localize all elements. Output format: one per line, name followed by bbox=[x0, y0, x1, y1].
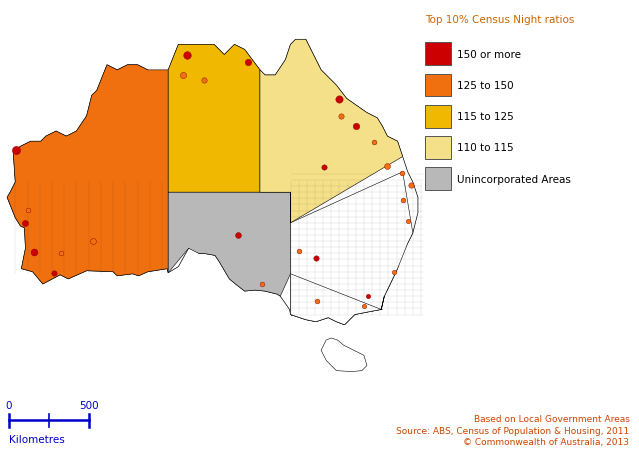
Point bbox=[336, 113, 346, 120]
Polygon shape bbox=[7, 66, 168, 284]
Point bbox=[397, 170, 407, 177]
FancyBboxPatch shape bbox=[425, 43, 450, 66]
Polygon shape bbox=[291, 274, 384, 325]
Point bbox=[403, 218, 413, 225]
Point bbox=[88, 238, 98, 245]
Text: Kilometres: Kilometres bbox=[9, 434, 65, 444]
Point bbox=[351, 123, 361, 130]
Point bbox=[312, 298, 322, 305]
Point bbox=[29, 249, 39, 257]
Point bbox=[178, 72, 189, 79]
Point bbox=[363, 293, 373, 300]
Point bbox=[369, 139, 379, 147]
Text: 110 to 115: 110 to 115 bbox=[457, 143, 514, 153]
Point bbox=[257, 281, 267, 288]
Point bbox=[358, 303, 369, 310]
Point bbox=[397, 197, 408, 204]
Text: 500: 500 bbox=[80, 400, 99, 410]
Point bbox=[199, 77, 209, 84]
Text: 150 or more: 150 or more bbox=[457, 50, 521, 60]
Polygon shape bbox=[168, 193, 291, 296]
Point bbox=[233, 232, 243, 239]
Point bbox=[319, 164, 329, 171]
Point bbox=[406, 182, 416, 189]
FancyBboxPatch shape bbox=[425, 106, 450, 128]
Point bbox=[12, 147, 22, 155]
Point bbox=[382, 163, 392, 170]
Polygon shape bbox=[260, 40, 403, 223]
Text: 125 to 150: 125 to 150 bbox=[457, 81, 514, 91]
Point bbox=[311, 255, 321, 262]
Point bbox=[20, 220, 31, 227]
FancyBboxPatch shape bbox=[425, 137, 450, 159]
FancyBboxPatch shape bbox=[425, 168, 450, 190]
Polygon shape bbox=[7, 40, 418, 325]
Text: 115 to 125: 115 to 125 bbox=[457, 112, 514, 122]
Point bbox=[293, 248, 304, 255]
Point bbox=[334, 97, 344, 104]
Point bbox=[389, 268, 399, 276]
Text: Based on Local Government Areas
Source: ABS, Census of Population & Housing, 201: Based on Local Government Areas Source: … bbox=[396, 414, 629, 446]
Point bbox=[243, 59, 253, 66]
Polygon shape bbox=[291, 172, 413, 325]
FancyBboxPatch shape bbox=[425, 74, 450, 97]
Point bbox=[22, 207, 33, 214]
Point bbox=[49, 270, 59, 277]
Polygon shape bbox=[321, 338, 367, 372]
Text: Top 10% Census Night ratios: Top 10% Census Night ratios bbox=[425, 15, 574, 25]
Text: Unincorporated Areas: Unincorporated Areas bbox=[457, 174, 571, 184]
Point bbox=[181, 52, 192, 59]
Text: 0: 0 bbox=[6, 400, 12, 410]
Point bbox=[56, 250, 66, 258]
Polygon shape bbox=[168, 45, 260, 193]
